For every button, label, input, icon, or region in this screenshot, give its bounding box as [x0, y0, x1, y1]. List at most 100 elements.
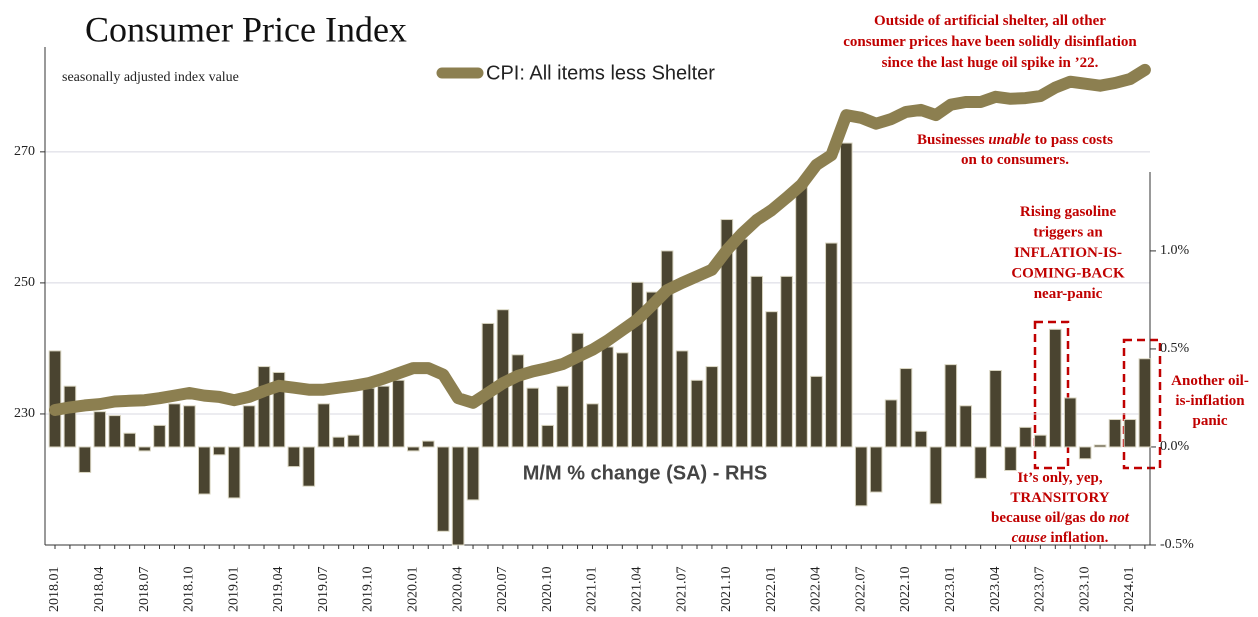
- annotation-run: INFLATION-IS-: [1014, 245, 1122, 261]
- x-tick-label: 2022.04: [809, 567, 824, 613]
- bar: [541, 424, 554, 448]
- bar: [616, 352, 629, 448]
- annotation-run: on to consumers.: [961, 152, 1069, 168]
- bar: [511, 354, 525, 448]
- bar: [795, 183, 808, 448]
- annotation: consumer prices have been solidly disinf…: [843, 34, 1137, 50]
- bar: [1034, 434, 1047, 448]
- x-tick-label: 2018.01: [47, 567, 62, 613]
- x-tick-label: 2023.10: [1077, 567, 1092, 613]
- annotation: It’s only, yep,: [1017, 470, 1103, 486]
- annotation-run: Rising gasoline: [1020, 204, 1117, 220]
- bar: [869, 446, 883, 493]
- bar: [436, 446, 450, 532]
- bar: [287, 446, 301, 468]
- bar: [1093, 444, 1107, 448]
- annotation: COMING-BACK: [1011, 266, 1125, 282]
- annotation-run: It’s only, yep,: [1017, 470, 1103, 486]
- annotation-run: cause: [1012, 530, 1047, 546]
- x-tick-label: 2020.10: [540, 567, 555, 613]
- x-tick-label: 2022.01: [764, 567, 779, 613]
- bar: [556, 385, 569, 448]
- bar: [825, 242, 838, 448]
- annotation: Businesses unable to pass costs: [917, 132, 1113, 148]
- annotation-run: not: [1109, 510, 1130, 526]
- bar: [630, 281, 644, 448]
- bar: [317, 403, 331, 448]
- x-tick-label: 2021.04: [629, 567, 644, 613]
- x-tick-label: 2019.07: [316, 567, 331, 613]
- annotation-run: since the last huge oil spike in ’22.: [882, 55, 1099, 71]
- bar: [690, 379, 704, 448]
- x-tick-label: 2019.10: [361, 567, 376, 613]
- bar: [78, 446, 92, 473]
- x-tick-label: 2020.07: [495, 567, 510, 613]
- annotation-run: to pass costs: [1031, 132, 1113, 148]
- bar: [377, 385, 390, 448]
- x-tick-label: 2022.10: [898, 567, 913, 613]
- bar: [1049, 328, 1062, 448]
- bar: [601, 346, 614, 448]
- bar: [257, 366, 271, 448]
- annotation: INFLATION-IS-: [1014, 245, 1122, 261]
- bar: [720, 219, 734, 448]
- x-tick-label: 2020.01: [406, 567, 421, 613]
- annotation: TRANSITORY: [1010, 490, 1109, 506]
- y-tick-label: 270: [14, 144, 35, 159]
- annotation: panic: [1192, 413, 1227, 429]
- annotation: because oil/gas do not: [991, 510, 1130, 526]
- bar: [1138, 358, 1152, 448]
- bar: [63, 385, 77, 448]
- bar: [392, 379, 405, 448]
- bar: [854, 446, 868, 507]
- annotation: on to consumers.: [961, 152, 1069, 168]
- x-tick-label: 2021.01: [585, 567, 600, 613]
- x-tick-label: 2023.01: [943, 567, 958, 613]
- bar: [212, 446, 226, 456]
- bar: [989, 370, 1002, 448]
- annotation-run: consumer prices have been solidly disinf…: [843, 34, 1137, 50]
- annotation-run: near-panic: [1034, 286, 1103, 302]
- bar: [1123, 419, 1137, 448]
- bar: [93, 411, 107, 448]
- bar: [899, 368, 913, 448]
- bar: [108, 415, 122, 448]
- annotation-run: unable: [988, 132, 1031, 148]
- y2-tick-label: 0.5%: [1160, 341, 1190, 356]
- annotation: since the last huge oil spike in ’22.: [882, 55, 1099, 71]
- bar: [466, 446, 480, 501]
- bar: [959, 405, 973, 448]
- annotation-run: COMING-BACK: [1011, 266, 1125, 282]
- highlight-box: [1122, 338, 1162, 470]
- y-tick-label: 250: [14, 275, 35, 290]
- x-tick-label: 2023.07: [1033, 567, 1048, 613]
- bar: [421, 440, 435, 448]
- legend-label: CPI: All items less Shelter: [486, 62, 715, 84]
- bar: [586, 403, 599, 448]
- bar: [526, 387, 540, 448]
- annotation: Outside of artificial shelter, all other: [874, 13, 1106, 29]
- bar: [153, 424, 166, 448]
- annotation-run: Outside of artificial shelter, all other: [874, 13, 1106, 29]
- annotation: triggers an: [1033, 225, 1103, 241]
- y2-tick-label: -0.5%: [1160, 537, 1194, 552]
- bar: [750, 275, 764, 448]
- annotation-run: TRANSITORY: [1010, 490, 1109, 506]
- line: [49, 63, 1151, 416]
- bar: [735, 238, 749, 448]
- bar: [1004, 446, 1017, 471]
- bar: [168, 403, 181, 448]
- annotation-run: triggers an: [1033, 225, 1103, 241]
- bar: [272, 371, 286, 448]
- x-tick-label: 2023.04: [988, 567, 1003, 613]
- bar: [929, 446, 943, 505]
- x-tick-label: 2018.04: [92, 567, 107, 613]
- annotation: cause inflation.: [1012, 530, 1109, 546]
- y2-tick-label: 0.0%: [1160, 439, 1190, 454]
- bar: [242, 405, 256, 448]
- bar: [227, 446, 241, 499]
- x-tick-label: 2022.07: [853, 567, 868, 613]
- chart-title: Consumer Price Index: [85, 9, 407, 49]
- bar: [705, 366, 719, 448]
- annotation-run: is-inflation: [1175, 393, 1245, 409]
